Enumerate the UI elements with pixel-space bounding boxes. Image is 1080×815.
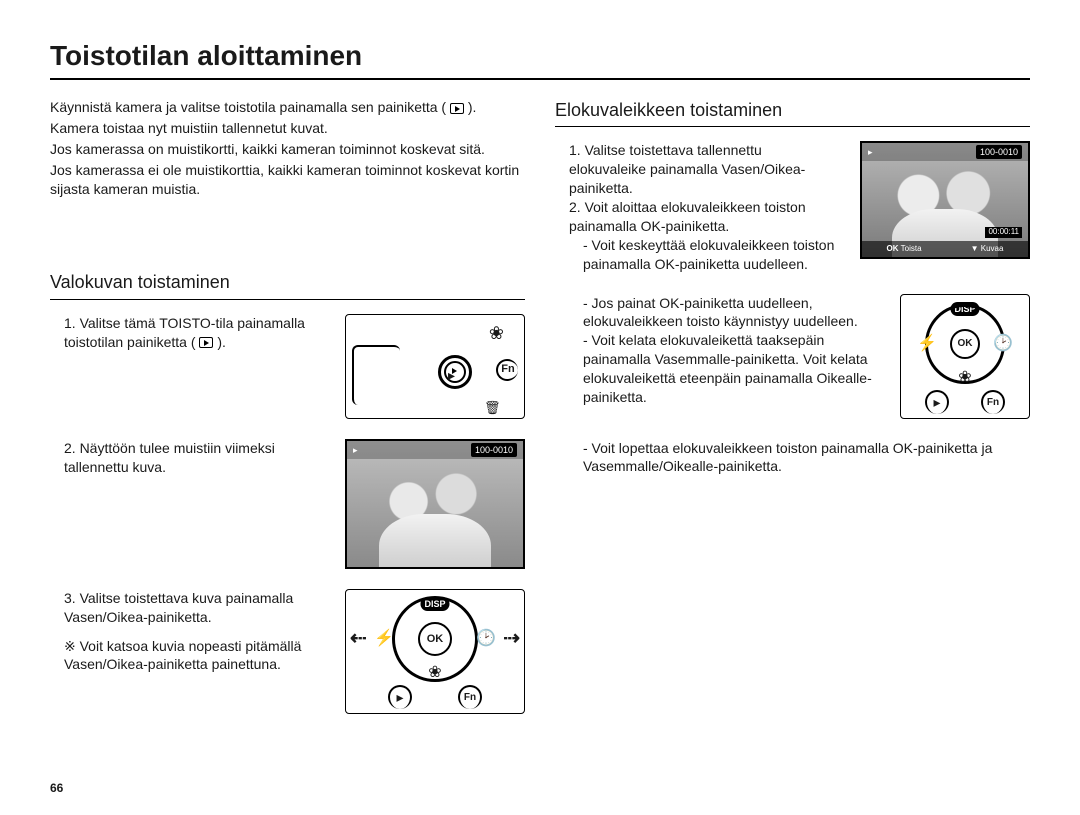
file-counter: 100-0010 xyxy=(976,145,1022,159)
trash-icon: 🗑 xyxy=(484,399,501,417)
lcd-photo-figure: ▸ 100-0010 xyxy=(345,439,525,569)
step-3-text-block: 3. Valitse toistettava kuva painamalla V… xyxy=(50,589,327,675)
intro-line-2: Kamera toistaa nyt muistiin tallennetut … xyxy=(50,119,525,138)
photo-playback-title: Valokuvan toistaminen xyxy=(50,270,525,299)
ok-button-icon: OK xyxy=(950,329,980,359)
step-1b: ). xyxy=(217,334,226,350)
movie-lcd-figure: ▸ 100-0010 OK Toista 00:00:11 ▼ Kuvaa xyxy=(860,141,1030,259)
intro-line-1a: Käynnistä kamera ja valitse toistotila p… xyxy=(50,99,446,115)
macro-icon: ❀ xyxy=(428,662,441,684)
content-columns: Käynnistä kamera ja valitse toistotila p… xyxy=(50,98,1030,734)
intro-line-3: Jos kamerassa on muistikortti, kaikki ka… xyxy=(50,140,525,159)
timer-icon: 🕑 xyxy=(476,628,496,650)
sample-photo xyxy=(347,441,523,567)
tip-text: ※ Voit katsoa kuvia nopeasti pitämällä V… xyxy=(50,637,327,675)
page-number: 66 xyxy=(50,781,63,795)
play-small-icon: ▸ xyxy=(925,390,949,414)
macro-icon: ❀ xyxy=(489,321,504,345)
flash-icon: ⚡ xyxy=(374,628,394,650)
camera-back-figure: ▸ ❀ Fn 🗑 xyxy=(345,314,525,419)
play-button-icon: ▸ xyxy=(438,355,472,389)
play-mode-icon xyxy=(199,337,213,348)
lcd-topbar: ▸ 100-0010 xyxy=(347,441,523,459)
capture-hint: ▼ Kuvaa xyxy=(971,244,1004,255)
movie-block-2: - Jos painat OK-painiketta uudelleen, el… xyxy=(555,294,1030,419)
page-title: Toistotilan aloittaminen xyxy=(50,40,1030,80)
lcd-topbar: ▸ 100-0010 xyxy=(862,143,1028,161)
step-3-row: 3. Valitse toistettava kuva painamalla V… xyxy=(50,589,525,714)
arrow-left-icon: ⇠ xyxy=(350,625,367,652)
movie-block-1: 1. Valitse toistettava tallennettu eloku… xyxy=(555,141,1030,273)
movie-bullet-3: - Voit kelata elokuvaleikettä taaksepäin… xyxy=(555,331,882,407)
timecode: 00:00:11 xyxy=(985,227,1022,238)
fn-button-icon: Fn xyxy=(496,359,518,381)
navpad-small-figure: DISP OK ⚡ 🕑 ❀ ▸ Fn xyxy=(900,294,1030,419)
movie-playback-title: Elokuvaleikkeen toistaminen xyxy=(555,98,1030,127)
right-column: Elokuvaleikkeen toistaminen 1. Valitse t… xyxy=(555,98,1030,734)
intro-line-1: Käynnistä kamera ja valitse toistotila p… xyxy=(50,98,525,117)
step-1-text: 1. Valitse tämä TOISTO-tila painamalla t… xyxy=(50,314,327,352)
screen-edge xyxy=(352,345,400,405)
play-mode-icon xyxy=(450,103,464,114)
fn-small-icon: Fn xyxy=(981,390,1005,414)
ok-hint: OK Toista xyxy=(887,244,922,255)
movie-step-1: 1. Valitse toistettava tallennettu eloku… xyxy=(555,141,842,198)
ok-button-icon: OK xyxy=(418,622,452,656)
macro-icon: ❀ xyxy=(958,367,971,389)
movie-bullet-2: - Jos painat OK-painiketta uudelleen, el… xyxy=(555,294,882,332)
flash-icon: ⚡ xyxy=(917,333,937,355)
step-1-row: 1. Valitse tämä TOISTO-tila painamalla t… xyxy=(50,314,525,419)
play-small-icon: ▸ xyxy=(388,685,412,709)
left-column: Käynnistä kamera ja valitse toistotila p… xyxy=(50,98,525,734)
intro-line-1b: ). xyxy=(468,99,477,115)
playback-icon: ▸ xyxy=(353,444,358,456)
timer-icon: 🕑 xyxy=(993,333,1013,355)
navpad-figure: DISP OK ⚡ 🕑 ❀ ⇠ ⇢ ▸ Fn xyxy=(345,589,525,714)
step-2-text: 2. Näyttöön tulee muistiin viimeksi tall… xyxy=(50,439,327,477)
lcd-bottombar: OK Toista 00:00:11 ▼ Kuvaa xyxy=(862,241,1028,257)
intro-line-4: Jos kamerassa ei ole muistikorttia, kaik… xyxy=(50,161,525,199)
step-1a: 1. Valitse tämä TOISTO-tila painamalla t… xyxy=(64,315,305,350)
movie-text-2: - Jos painat OK-painiketta uudelleen, el… xyxy=(555,294,882,407)
arrow-right-icon: ⇢ xyxy=(503,625,520,652)
movie-bullet-1: - Voit keskeyttää elokuvaleikkeen toisto… xyxy=(555,236,842,274)
movie-bullet-4: - Voit lopettaa elokuvaleikkeen toiston … xyxy=(555,439,1030,477)
playback-icon: ▸ xyxy=(868,146,873,158)
intro-block: Käynnistä kamera ja valitse toistotila p… xyxy=(50,98,525,198)
movie-text-1: 1. Valitse toistettava tallennettu eloku… xyxy=(555,141,842,273)
movie-step-2: 2. Voit aloittaa elokuvaleikkeen toiston… xyxy=(555,198,842,236)
fn-small-icon: Fn xyxy=(458,685,482,709)
step-3-text: 3. Valitse toistettava kuva painamalla V… xyxy=(50,589,327,627)
step-2-row: 2. Näyttöön tulee muistiin viimeksi tall… xyxy=(50,439,525,569)
file-counter: 100-0010 xyxy=(471,443,517,457)
